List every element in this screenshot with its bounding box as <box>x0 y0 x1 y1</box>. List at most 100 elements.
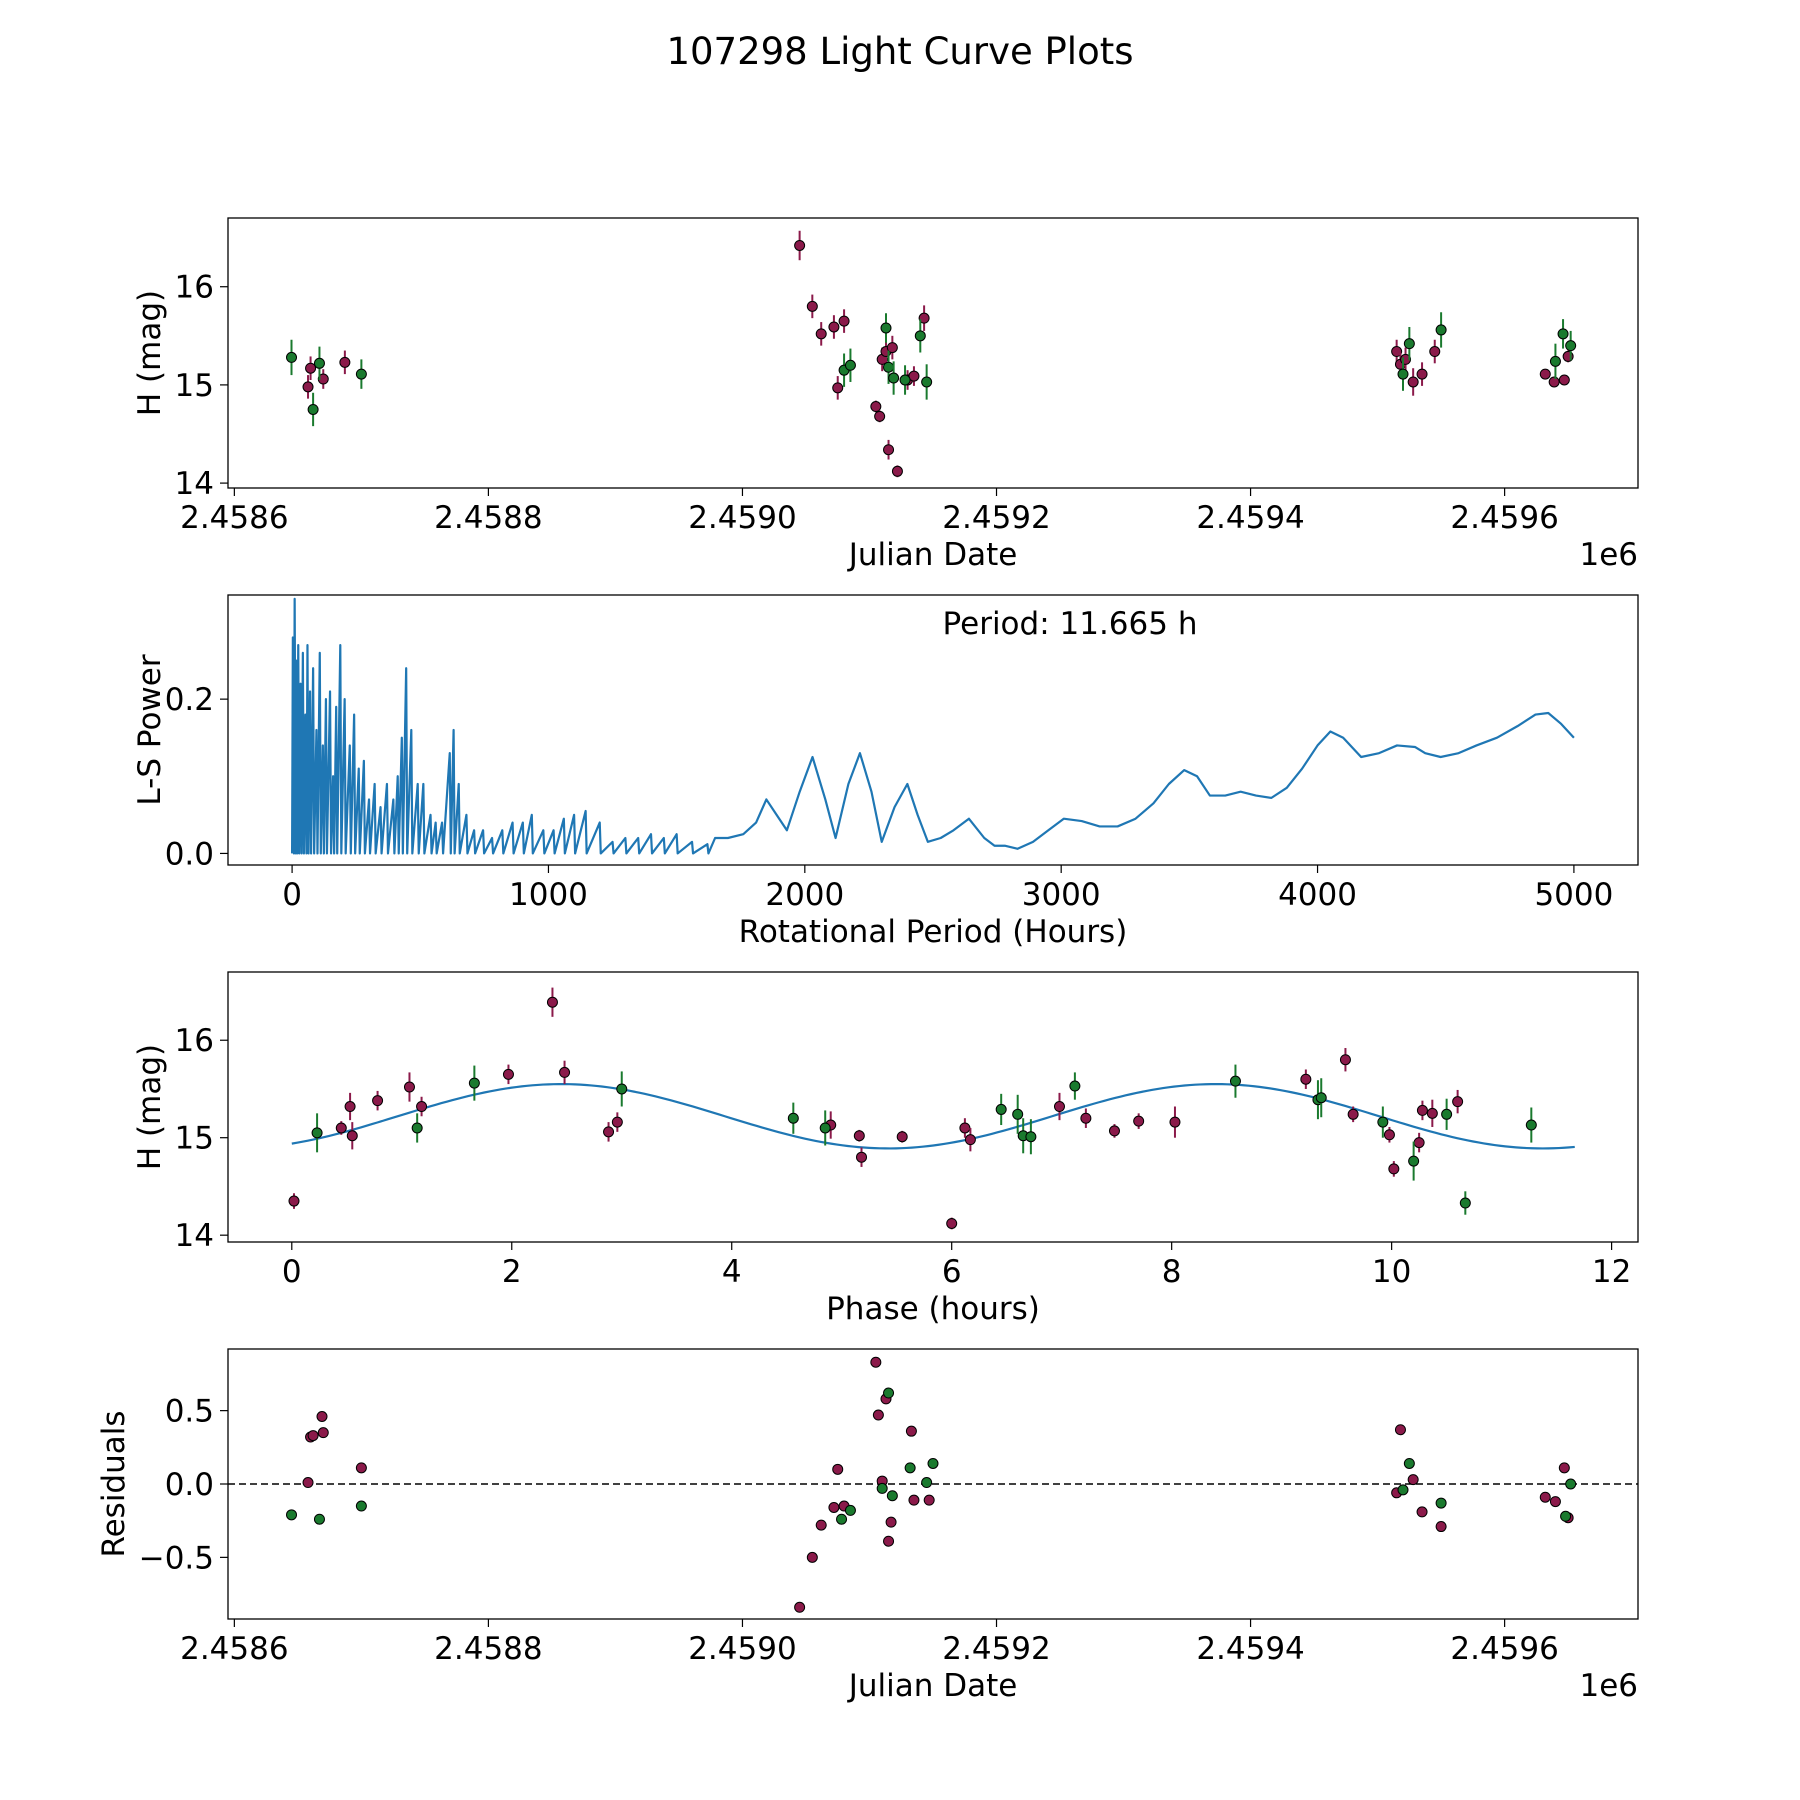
data-point <box>995 1103 1007 1115</box>
data-point <box>468 1077 480 1089</box>
y-tick-label: 15 <box>175 1121 214 1157</box>
data-point <box>307 1430 319 1442</box>
data-point <box>339 356 351 368</box>
x-tick-label: 2.4594 <box>1196 1631 1304 1667</box>
figure-title: 107298 Light Curve Plots <box>666 30 1133 73</box>
data-point <box>335 1122 347 1134</box>
data-point <box>904 1462 916 1474</box>
plot-area <box>228 1356 1638 1613</box>
x-tick-label: 2.4592 <box>942 500 1050 536</box>
data-point <box>286 1509 298 1521</box>
data-point <box>1459 1197 1471 1209</box>
data-point <box>1403 1457 1415 1469</box>
data-point <box>905 1425 917 1437</box>
x-tick-label: 0 <box>282 877 302 913</box>
data-point <box>1426 1107 1438 1119</box>
data-point <box>1416 1506 1428 1518</box>
data-point <box>1429 346 1441 358</box>
data-point <box>872 1409 884 1421</box>
data-point <box>914 330 926 342</box>
data-point <box>1539 368 1551 380</box>
data-point <box>1539 1491 1551 1503</box>
data-point <box>908 1494 920 1506</box>
x-tick-label: 2.4592 <box>942 1631 1050 1667</box>
data-point <box>307 403 319 415</box>
data-point <box>832 1463 844 1475</box>
data-point <box>355 1500 367 1512</box>
data-point <box>908 370 920 382</box>
data-point <box>1403 338 1415 350</box>
data-point <box>794 1601 806 1613</box>
data-point <box>819 1122 831 1134</box>
data-point <box>1391 346 1403 358</box>
y-axis-label: Residuals <box>96 1410 132 1557</box>
data-point <box>1080 1112 1092 1124</box>
data-point <box>611 1116 623 1128</box>
x-axis-label: Julian Date <box>847 537 1018 573</box>
data-point <box>880 322 892 334</box>
y-tick-label: 0.5 <box>165 1394 214 1430</box>
x-tick-label: 2.4586 <box>180 500 288 536</box>
x-tick-label: 2 <box>502 1254 522 1290</box>
axes-frame <box>227 217 1639 489</box>
y-tick-label: 16 <box>175 1023 214 1059</box>
data-point <box>918 312 930 324</box>
data-point <box>964 1134 976 1146</box>
data-point <box>870 401 882 413</box>
light-curve-panel: 2.4586 2.4588 2.4590 2.4592 2.4594 2.4596 14 15… <box>132 217 1639 573</box>
data-point <box>372 1095 384 1107</box>
data-point <box>1394 1424 1406 1436</box>
data-point <box>1525 1119 1537 1131</box>
data-point <box>305 362 317 374</box>
data-point <box>876 1482 888 1494</box>
axes-frame <box>227 1348 1639 1620</box>
x-tick-label: 0 <box>282 1254 302 1290</box>
data-point <box>1565 340 1577 352</box>
data-point <box>1441 1108 1453 1120</box>
plot-area <box>288 987 1575 1230</box>
data-point <box>1452 1096 1464 1108</box>
data-point <box>313 1513 325 1525</box>
data-point <box>1339 1054 1351 1066</box>
data-point <box>1069 1080 1081 1092</box>
data-point <box>856 1151 868 1163</box>
data-point <box>344 1101 356 1113</box>
data-point <box>1407 1474 1419 1486</box>
data-point <box>844 359 856 371</box>
data-point <box>1549 355 1561 367</box>
axes-frame <box>227 594 1639 866</box>
plot-area <box>286 230 1577 478</box>
y-tick-label: 0.2 <box>165 682 214 718</box>
data-point <box>1565 1478 1577 1490</box>
x-tick-label: 4 <box>722 1254 742 1290</box>
phased-curve-panel: 0 2 4 6 8 10 12 14 15 16 Phase (hours) H (mag) <box>132 971 1639 1327</box>
data-point <box>1416 368 1428 380</box>
data-point <box>1229 1075 1241 1087</box>
x-tick-label: 2.4588 <box>434 500 542 536</box>
data-point <box>1435 1521 1447 1533</box>
data-point <box>886 1490 898 1502</box>
data-point <box>1408 1155 1420 1167</box>
data-point <box>853 1130 865 1142</box>
data-point <box>302 1477 314 1489</box>
x-tick-label: 12 <box>1592 1254 1631 1290</box>
y-tick-label: 14 <box>175 1218 214 1254</box>
data-point <box>921 1477 933 1489</box>
x-tick-label: 2000 <box>765 877 844 913</box>
data-point <box>832 382 844 394</box>
data-point <box>883 444 895 456</box>
x-axis-label: Rotational Period (Hours) <box>739 914 1128 950</box>
plot-area <box>290 597 1575 855</box>
data-point <box>1413 1137 1425 1149</box>
data-point <box>899 374 911 386</box>
x-tick-label: 5000 <box>1534 877 1613 913</box>
data-point <box>1053 1101 1065 1113</box>
data-point <box>870 1356 882 1368</box>
data-point <box>316 1411 328 1422</box>
x-tick-label: 6 <box>942 1254 962 1290</box>
data-point <box>1377 1116 1389 1128</box>
data-point <box>416 1101 428 1113</box>
data-point <box>1383 1129 1395 1141</box>
y-axis-label: H (mag) <box>132 1044 168 1170</box>
data-point <box>1388 1163 1400 1175</box>
